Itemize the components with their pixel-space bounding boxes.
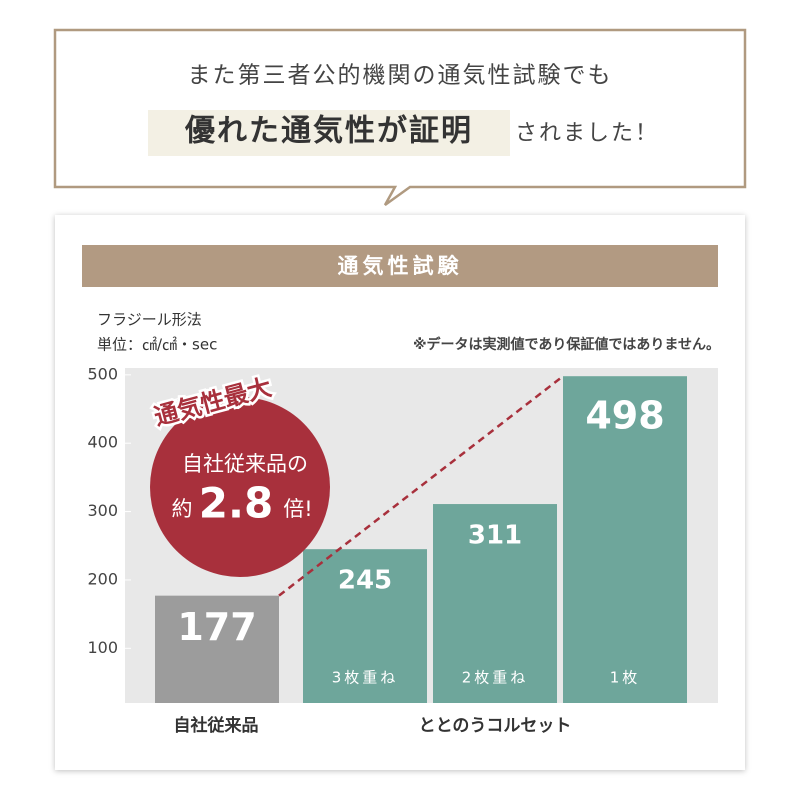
- bar: [433, 504, 557, 703]
- note: ※データは実測値であり保証値ではありません。: [413, 336, 720, 353]
- y-tick-label: 500: [87, 364, 118, 383]
- badge-text: 自社従来品の: [182, 452, 308, 476]
- group-label: ととのうコルセット: [419, 716, 572, 736]
- badge: [150, 397, 330, 577]
- badge-text: 約: [172, 497, 193, 521]
- bar: [303, 549, 427, 703]
- y-tick-label: 300: [87, 501, 118, 520]
- title-bar: [82, 245, 718, 287]
- badge-ratio: 2.8: [199, 479, 273, 528]
- highlight-bg: [148, 110, 510, 156]
- chart-title: 通気性試験: [338, 254, 463, 278]
- bar-label: 2枚重ね: [462, 669, 529, 687]
- method: フラジール形法: [97, 311, 202, 329]
- y-tick-label: 400: [87, 433, 118, 452]
- badge-text: 倍!: [283, 497, 312, 521]
- y-tick-label: 100: [87, 638, 118, 657]
- value-label: 311: [468, 521, 522, 551]
- unit: 単位：㎠/㎠・sec: [97, 336, 217, 354]
- bar-label: 3枚重ね: [332, 669, 399, 687]
- y-tick-label: 200: [87, 569, 118, 588]
- value-label: 498: [585, 394, 664, 438]
- bar: [155, 595, 279, 703]
- bar: [563, 376, 687, 703]
- value-label: 177: [177, 605, 256, 649]
- value-label: 245: [338, 566, 392, 596]
- header-line: また第三者公的機関の通気性試験でも: [188, 63, 613, 89]
- header-highlight: 優れた通気性が証明: [184, 114, 473, 149]
- group-label: 自社従来品: [174, 715, 259, 736]
- header-line: されました！: [515, 121, 659, 146]
- bar-label: 1枚: [610, 669, 641, 687]
